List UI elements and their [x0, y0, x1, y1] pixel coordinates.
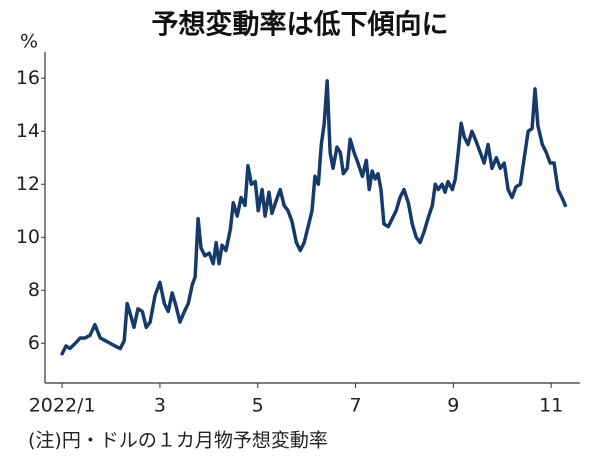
y-tick-label: 6: [28, 332, 40, 354]
x-tick-label: 9: [447, 395, 459, 417]
x-tick-label: 5: [252, 395, 264, 417]
line-series: [60, 79, 568, 356]
x-tick-label: 3: [154, 395, 166, 417]
y-tick-label: 8: [28, 279, 40, 301]
chart-title: 予想変動率は低下傾向に: [152, 9, 449, 41]
y-tick-label: 14: [16, 120, 40, 142]
x-tick-label: 11: [539, 395, 563, 417]
y-tick-label: 10: [16, 226, 40, 248]
y-tick-label: 16: [16, 67, 40, 89]
x-tick-label: 2022/1: [29, 395, 96, 417]
x-tick-label: 7: [349, 395, 361, 417]
note: (注)円・ドルの１カ月物予想変動率: [28, 430, 328, 452]
y-tick-label: 12: [16, 173, 40, 195]
y-axis-label: %: [20, 31, 38, 53]
